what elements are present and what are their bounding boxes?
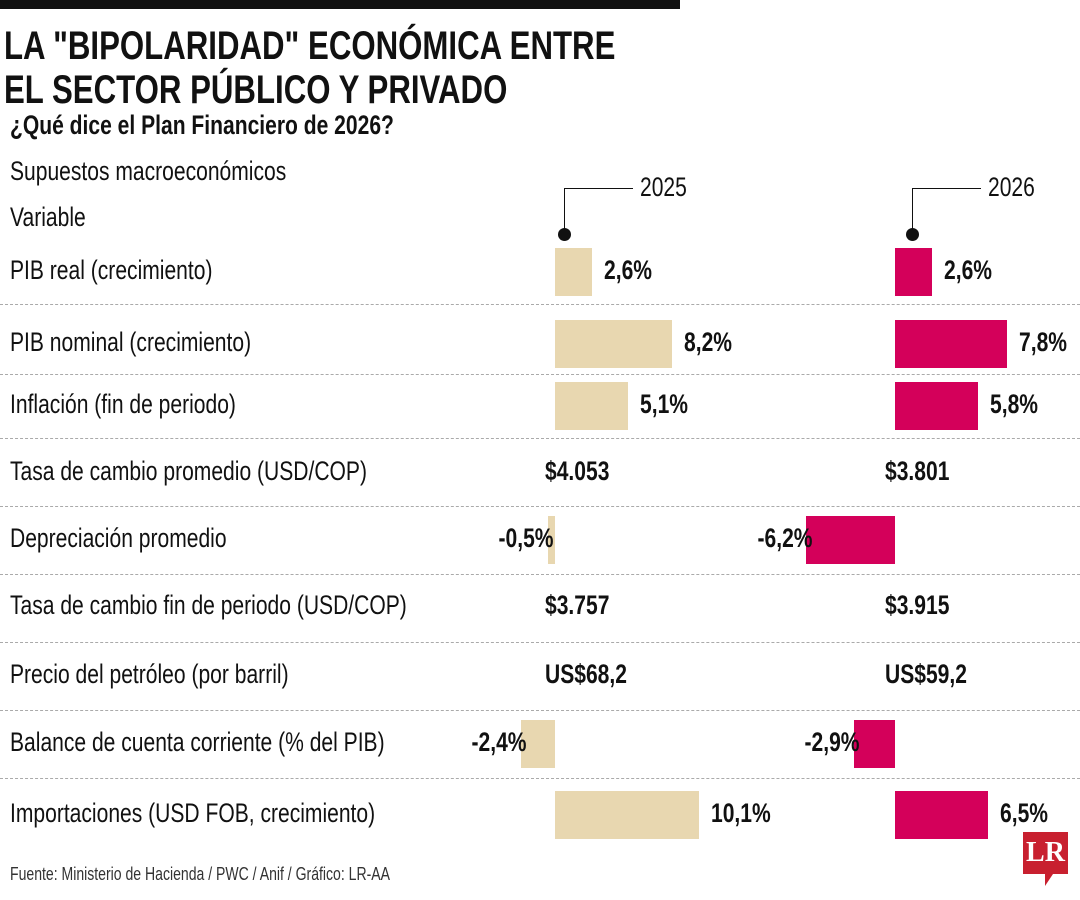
subtitle: ¿Qué dice el Plan Financiero de 2026?: [10, 110, 502, 141]
row-divider: [0, 574, 1080, 575]
value-text: -2,9%: [804, 727, 860, 757]
value-label-2025: 5,1%: [640, 389, 702, 420]
value-label-2025: US$68,2: [545, 659, 650, 690]
subtitle-text: ¿Qué dice el Plan Financiero de 2026?: [10, 110, 394, 140]
value-text: $3.915: [885, 590, 950, 620]
value-text: 10,1%: [711, 798, 772, 828]
bar-2026: [895, 320, 1007, 368]
variable-header: Variable: [10, 202, 107, 233]
value-text: 5,1%: [639, 389, 688, 419]
row-label: Depreciación promedio: [10, 523, 288, 554]
value-label-2025: 10,1%: [711, 798, 788, 829]
lr-logo: LR: [1023, 832, 1068, 886]
row-label: Balance de cuenta corriente (% del PIB): [10, 727, 490, 758]
variable-header-text: Variable: [10, 202, 86, 232]
value-text: 6,5%: [999, 798, 1048, 828]
value-label-2025: 2,6%: [604, 255, 666, 286]
row-label-text: Inflación (fin de periodo): [10, 389, 236, 419]
legend-dot-2025: [558, 228, 571, 241]
value-text: US$59,2: [885, 659, 967, 689]
value-label-2026: -6,2%: [742, 523, 813, 554]
value-label-2026: $3.801: [885, 456, 968, 487]
bar-2025: [547, 516, 555, 564]
value-text: -6,2%: [757, 523, 813, 553]
value-text: 5,8%: [989, 389, 1038, 419]
value-text: $4.053: [545, 456, 610, 486]
source-note: Fuente: Ministerio de Hacienda / PWC / A…: [10, 864, 497, 885]
row-label-text: Importaciones (USD FOB, crecimiento): [10, 798, 376, 828]
value-text: -2,4%: [471, 727, 527, 757]
value-label-2025: -0,5%: [483, 523, 554, 554]
bar-2025: [555, 382, 628, 430]
legend-2026-text: 2026: [988, 172, 1035, 202]
row-divider: [0, 438, 1080, 439]
row-label-text: PIB real (crecimiento): [10, 255, 213, 285]
value-text: 8,2%: [684, 327, 733, 357]
group-header-text: Supuestos macroeconómicos: [10, 156, 287, 186]
row-label: PIB real (crecimiento): [10, 255, 270, 286]
row-divider: [0, 778, 1080, 779]
bar-2026: [853, 720, 895, 768]
row-divider: [0, 374, 1080, 375]
value-label-2025: $4.053: [545, 456, 628, 487]
row-label: PIB nominal (crecimiento): [10, 327, 319, 358]
row-divider: [0, 710, 1080, 711]
bar-2026: [806, 516, 895, 564]
row-divider: [0, 506, 1080, 507]
row-label: Tasa de cambio promedio (USD/COP): [10, 456, 468, 487]
title-line-2: EL SECTOR PÚBLICO Y PRIVADO: [4, 68, 508, 112]
bar-2025: [555, 248, 593, 296]
value-text: 2,6%: [944, 255, 993, 285]
value-text: $3.757: [545, 590, 610, 620]
bar-2026: [895, 791, 988, 839]
legend-2025: 2025: [640, 172, 700, 203]
value-label-2026: $3.915: [885, 590, 968, 621]
row-label: Importaciones (USD FOB, crecimiento): [10, 798, 478, 829]
legend-leader-2025: [564, 188, 633, 234]
row-label-text: Tasa de cambio promedio (USD/COP): [10, 456, 367, 486]
row-label: Tasa de cambio fin de periodo (USD/COP): [10, 590, 519, 621]
row-label-text: PIB nominal (crecimiento): [10, 327, 252, 357]
bar-2025: [555, 791, 700, 839]
bar-2025: [520, 720, 555, 768]
row-label-text: Depreciación promedio: [10, 523, 227, 553]
legend-dot-2026: [906, 228, 919, 241]
bar-2025: [555, 320, 673, 368]
value-label-2025: -2,4%: [456, 727, 527, 758]
row-divider: [0, 304, 1080, 305]
row-label-text: Balance de cuenta corriente (% del PIB): [10, 727, 385, 757]
source-text: Fuente: Ministerio de Hacienda / PWC / A…: [10, 864, 391, 884]
value-text: $3.801: [885, 456, 950, 486]
value-label-2026: 5,8%: [990, 389, 1052, 420]
row-label-text: Precio del petróleo (por barril): [10, 659, 289, 689]
bar-2026: [895, 382, 978, 430]
value-label-2026: 2,6%: [944, 255, 1006, 286]
legend-2025-text: 2025: [640, 172, 687, 202]
value-text: US$68,2: [545, 659, 627, 689]
value-text: -0,5%: [498, 523, 554, 553]
legend-leader-2026: [912, 188, 981, 234]
row-label-text: Tasa de cambio fin de periodo (USD/COP): [10, 590, 407, 620]
value-label-2026: 7,8%: [1019, 327, 1080, 358]
title-line-1: LA "BIPOLARIDAD" ECONÓMICA ENTRE: [4, 24, 616, 68]
row-label: Precio del petróleo (por barril): [10, 659, 367, 690]
row-divider: [0, 642, 1080, 643]
top-rule: [0, 0, 680, 9]
value-text: 2,6%: [604, 255, 653, 285]
value-label-2026: US$59,2: [885, 659, 990, 690]
value-label-2026: 6,5%: [1000, 798, 1062, 829]
legend-2026: 2026: [988, 172, 1048, 203]
bar-2026: [895, 248, 933, 296]
value-label-2025: 8,2%: [684, 327, 746, 358]
group-header: Supuestos macroeconómicos: [10, 156, 364, 187]
value-text: 7,8%: [1018, 327, 1067, 357]
value-label-2026: -2,9%: [789, 727, 860, 758]
row-label: Inflación (fin de periodo): [10, 389, 300, 420]
page-title: LA "BIPOLARIDAD" ECONÓMICA ENTRE EL SECT…: [4, 24, 904, 112]
value-label-2025: $3.757: [545, 590, 628, 621]
